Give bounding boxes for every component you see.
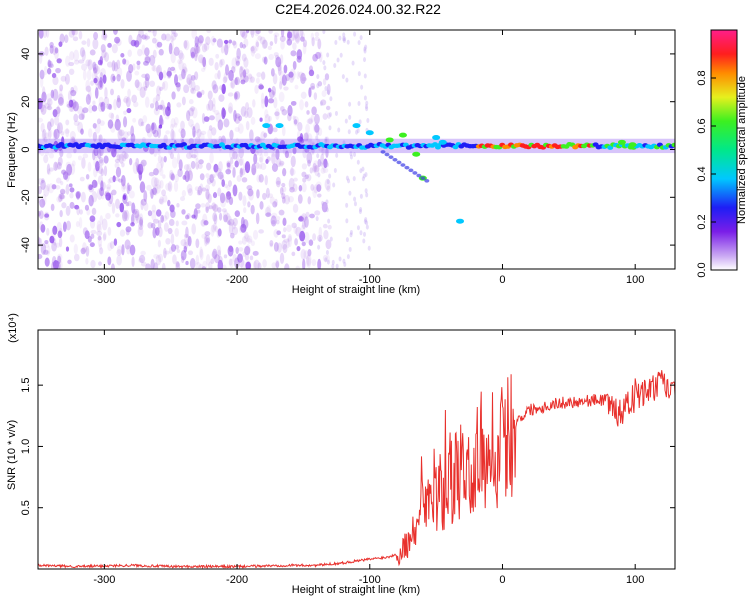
snr-y-axis-label: SNR (10 * v/v) (6, 420, 18, 490)
x-tick-label: 100 (626, 574, 644, 586)
snr-frame (37, 329, 676, 570)
snr-x-ticks: -300 -200 -100 0 100 (93, 330, 644, 586)
colorbar-tick-label: 0.2 (696, 214, 708, 229)
y-tick-label: 0 (20, 146, 32, 152)
colorbar: 0.0 0.2 0.4 0.6 0.8 Normalized spectral ampl… (696, 29, 748, 278)
x-tick-label: -300 (93, 274, 115, 286)
x-tick-label: -200 (226, 574, 248, 586)
spectrogram-image (38, 30, 675, 269)
colorbar-tick-label: 0.6 (696, 118, 708, 133)
colorbar-tick-label: 0.4 (696, 166, 708, 181)
colorbar-gradient (710, 29, 738, 271)
colorbar-tick-label: 0.0 (696, 262, 708, 277)
x-tick-label: -100 (359, 574, 381, 586)
y-tick-label: 0.5 (20, 500, 32, 515)
x-tick-label: 100 (626, 274, 644, 286)
spectrogram-x-ticks: -300 -200 -100 0 100 (93, 30, 644, 286)
colorbar-tick-label: 0.8 (696, 70, 708, 85)
snr-y-scale-label: (x10⁴) (7, 313, 19, 343)
snr-y-ticks: 0.5 1.0 1.5 (20, 378, 675, 515)
x-tick-label: -300 (93, 574, 115, 586)
x-tick-label: 0 (499, 574, 505, 586)
spectrogram-x-axis-label: Height of straight line (km) (292, 284, 420, 296)
colorbar-label: Normalized spectral amplitude (736, 76, 748, 224)
y-tick-label: 40 (20, 48, 32, 60)
y-tick-label: 1.0 (20, 439, 32, 454)
x-tick-label: 0 (499, 274, 505, 286)
spectrogram-y-ticks: -40 -20 0 20 40 (20, 48, 675, 253)
colorbar-ticks: 0.0 0.2 0.4 0.6 0.8 (696, 70, 716, 278)
spectrogram-cells (38, 30, 675, 269)
chart-title: C2E4.2026.024.00.32.R22 (275, 1, 441, 17)
x-tick-label: -100 (359, 274, 381, 286)
snr-series-line (38, 370, 676, 570)
x-tick-label: -200 (226, 274, 248, 286)
y-tick-label: -20 (20, 189, 32, 205)
spectrogram-y-axis-label: Frequency (Hz) (6, 112, 18, 188)
y-tick-label: -40 (20, 237, 32, 253)
snr-x-axis-label: Height of straight line (km) (292, 584, 420, 596)
y-tick-label: 20 (20, 96, 32, 108)
snr-panel: -300 -200 -100 0 100 0.5 1.0 1.5 Height of str… (6, 313, 676, 596)
y-tick-label: 1.5 (20, 378, 32, 393)
